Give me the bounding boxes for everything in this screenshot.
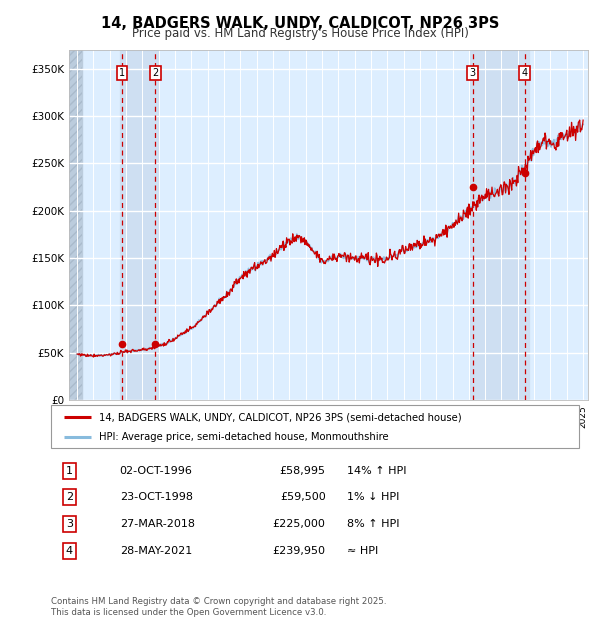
Bar bbox=[69, 50, 82, 400]
Text: 3: 3 bbox=[470, 68, 476, 78]
Text: 1: 1 bbox=[66, 466, 73, 476]
Text: 8% ↑ HPI: 8% ↑ HPI bbox=[347, 519, 399, 529]
Bar bbox=[119, 50, 158, 400]
Text: 4: 4 bbox=[521, 68, 527, 78]
Text: 1% ↓ HPI: 1% ↓ HPI bbox=[347, 492, 399, 502]
Text: 28-MAY-2021: 28-MAY-2021 bbox=[119, 546, 192, 556]
Text: 27-MAR-2018: 27-MAR-2018 bbox=[119, 519, 194, 529]
Text: 14% ↑ HPI: 14% ↑ HPI bbox=[347, 466, 406, 476]
Text: HPI: Average price, semi-detached house, Monmouthshire: HPI: Average price, semi-detached house,… bbox=[98, 432, 388, 442]
Text: 14, BADGERS WALK, UNDY, CALDICOT, NP26 3PS: 14, BADGERS WALK, UNDY, CALDICOT, NP26 3… bbox=[101, 16, 499, 30]
Text: 4: 4 bbox=[66, 546, 73, 556]
Text: £59,500: £59,500 bbox=[280, 492, 326, 502]
Text: £225,000: £225,000 bbox=[272, 519, 326, 529]
Text: 1: 1 bbox=[119, 68, 125, 78]
Text: 3: 3 bbox=[66, 519, 73, 529]
Text: 02-OCT-1996: 02-OCT-1996 bbox=[119, 466, 193, 476]
Text: 23-OCT-1998: 23-OCT-1998 bbox=[119, 492, 193, 502]
Bar bbox=[470, 50, 529, 400]
FancyBboxPatch shape bbox=[51, 405, 579, 448]
Text: Price paid vs. HM Land Registry's House Price Index (HPI): Price paid vs. HM Land Registry's House … bbox=[131, 27, 469, 40]
Text: £58,995: £58,995 bbox=[280, 466, 326, 476]
Text: Contains HM Land Registry data © Crown copyright and database right 2025.
This d: Contains HM Land Registry data © Crown c… bbox=[51, 598, 386, 617]
Text: 2: 2 bbox=[66, 492, 73, 502]
Text: 2: 2 bbox=[152, 68, 158, 78]
Text: 14, BADGERS WALK, UNDY, CALDICOT, NP26 3PS (semi-detached house): 14, BADGERS WALK, UNDY, CALDICOT, NP26 3… bbox=[98, 412, 461, 422]
Text: £239,950: £239,950 bbox=[272, 546, 326, 556]
Bar bbox=[69, 50, 82, 400]
Text: ≈ HPI: ≈ HPI bbox=[347, 546, 378, 556]
